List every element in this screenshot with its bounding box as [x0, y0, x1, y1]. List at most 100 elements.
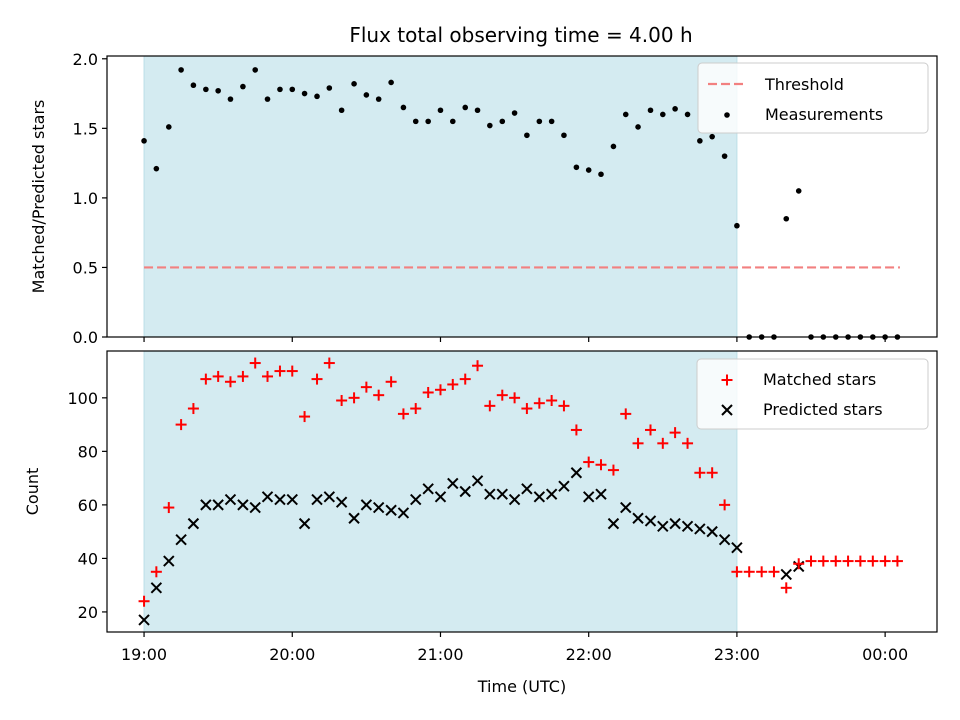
predicted-star-marker	[335, 496, 348, 508]
matched-star-marker	[830, 555, 842, 567]
ratio-y-axis-label: Matched/Predicted stars	[29, 100, 48, 294]
matched-star-marker	[867, 555, 879, 567]
predicted-star-marker	[607, 517, 620, 530]
matched-star-marker	[187, 403, 199, 415]
predicted-star-marker	[644, 515, 657, 527]
matched-star-marker	[793, 558, 805, 570]
matched-star-marker	[879, 555, 891, 567]
matched-star-marker	[434, 384, 446, 396]
predicted-star-marker	[175, 533, 187, 546]
measurement-point	[153, 165, 160, 172]
matched-star-marker	[719, 499, 731, 511]
measurement-point	[610, 143, 617, 150]
matched-star-marker	[237, 370, 249, 382]
observing-window-shade	[143, 350, 738, 633]
predicted-star-marker	[397, 507, 410, 519]
matched-star-marker	[595, 459, 607, 471]
measurement-point	[684, 111, 691, 118]
predicted-star-marker	[570, 467, 583, 479]
matched-star-marker	[768, 566, 780, 578]
predicted-star-marker	[447, 477, 459, 490]
matched-star-marker	[607, 464, 619, 476]
matched-star-marker	[484, 400, 496, 412]
observing-window-shade	[143, 55, 738, 338]
count-legend-box	[696, 358, 929, 430]
predicted-star-marker	[150, 582, 163, 594]
matched-star-marker	[842, 555, 854, 567]
measurement-point	[425, 118, 431, 125]
legend-x-marker	[721, 404, 733, 416]
measurement-point	[462, 104, 469, 111]
legend-predicted-swatch	[721, 404, 733, 416]
predicted-star-marker	[681, 520, 694, 532]
count-x-ticks: 19:00 20:00 21:00 22:00 23:00 00:00	[121, 632, 908, 664]
matched-star-marker	[509, 392, 521, 404]
ratio-panel: 0.00.51.01.52.0 Matched/Predicted stars …	[29, 50, 938, 347]
ratio-y-tick-label: 1.5	[73, 119, 98, 138]
measurement-point	[721, 153, 728, 159]
measurement-point	[499, 118, 506, 125]
measurement-point	[561, 132, 567, 139]
ratio-y-tick-label: 0.0	[73, 328, 98, 347]
matched-star-marker	[805, 555, 817, 567]
predicted-star-marker	[694, 523, 706, 535]
predicted-star-marker	[200, 499, 212, 511]
measurement-point	[314, 93, 320, 100]
measurement-point	[437, 107, 444, 114]
predicted-star-marker	[249, 501, 261, 514]
matched-star-marker	[348, 392, 360, 404]
matched-star-marker	[472, 360, 484, 372]
x-axis-label: Time (UTC)	[477, 677, 566, 696]
x-tick-label: 21:00	[417, 645, 463, 664]
measurement-point	[227, 96, 234, 102]
measurement-point	[351, 81, 357, 87]
count-y-tick-label: 40	[78, 549, 98, 568]
matched-star-marker	[682, 437, 694, 449]
predicted-star-marker	[669, 517, 681, 530]
matched-star-marker	[397, 408, 409, 420]
predicted-star-marker	[187, 517, 200, 530]
matched-star-marker	[632, 437, 644, 449]
measurement-point	[585, 167, 592, 173]
matched-star-marker	[373, 389, 385, 401]
legend-plus-marker	[721, 374, 733, 386]
count-y-axis-label: Count	[23, 468, 42, 516]
measurement-point	[783, 215, 790, 222]
matched-star-marker	[570, 424, 582, 436]
matched-star-marker	[311, 373, 323, 385]
measurement-point	[215, 87, 221, 94]
ratio-legend: Threshold Measurements	[697, 62, 929, 134]
chart-title: Flux total observing time = 4.00 h	[349, 23, 692, 47]
predicted-star-marker	[496, 488, 508, 500]
measurement-point	[524, 132, 530, 139]
ratio-y-tick-label: 1.0	[73, 189, 98, 208]
predicted-star-marker	[595, 488, 607, 500]
predicted-star-markers	[138, 467, 805, 626]
measurement-point	[190, 82, 197, 89]
matched-star-marker	[817, 555, 829, 567]
measurement-point	[388, 79, 394, 86]
measurement-point	[672, 106, 678, 112]
measurement-point	[375, 96, 382, 102]
predicted-star-marker	[274, 493, 286, 506]
matched-star-marker	[533, 397, 545, 409]
predicted-star-marker	[286, 493, 298, 506]
legend-matched-label: Matched stars	[763, 370, 876, 389]
measurement-point	[166, 124, 172, 130]
matched-star-marker	[496, 389, 508, 401]
matched-star-marker	[299, 411, 311, 423]
matched-star-marker	[447, 378, 459, 390]
matched-star-marker	[706, 467, 718, 479]
matched-star-marker	[360, 381, 372, 393]
ratio-y-tick-label: 2.0	[73, 50, 98, 69]
predicted-star-marker	[533, 491, 546, 503]
measurement-point	[449, 118, 456, 125]
count-legend: Matched stars Predicted stars	[696, 358, 929, 430]
ratio-y-ticks: 0.0 0.5 1.0 1.5 2.0	[73, 50, 107, 347]
matched-star-marker	[620, 408, 632, 420]
measurement-point	[178, 67, 184, 73]
matched-star-marker	[175, 419, 187, 431]
measurement-point	[474, 107, 481, 114]
predicted-star-marker	[138, 614, 150, 626]
ratio-y-tick-label: 0.5	[73, 258, 98, 277]
